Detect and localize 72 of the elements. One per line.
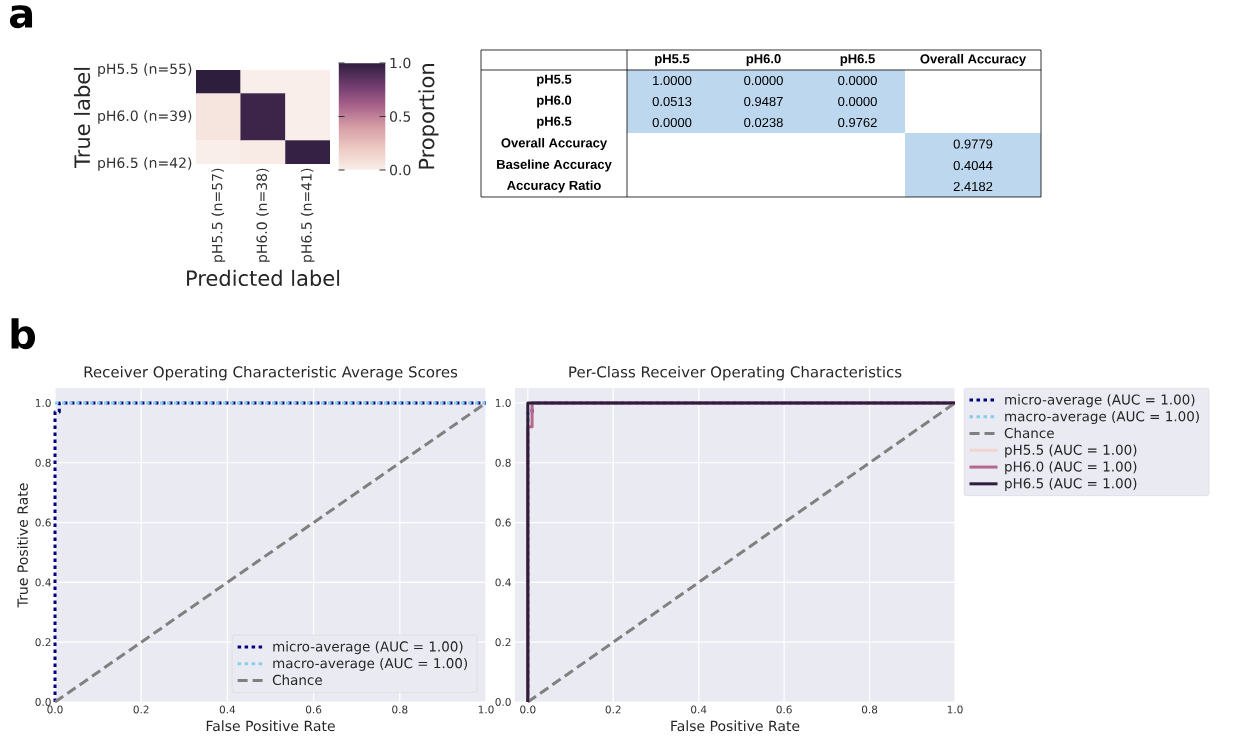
category-label: pH6.5 <box>537 116 572 129</box>
y-tick-label: pH6.0 (n=39) <box>98 110 192 124</box>
x-tick-label: pH6.5 (n=41) <box>300 168 315 262</box>
text: 0.9779 <box>953 139 993 149</box>
x-tick-label: 0.8 <box>861 705 878 714</box>
category-label: pH5.5 <box>537 74 572 87</box>
text: a <box>9 5 33 29</box>
legend-label: Chance <box>1004 427 1054 439</box>
y-tick-label: 0.8 <box>495 458 511 467</box>
text: 0.0513 <box>652 96 692 107</box>
y-axis-title: True label <box>73 67 91 169</box>
y-tick-label: 0.6 <box>495 518 511 527</box>
x-tick-label: pH5.5 (n=57) <box>211 168 226 262</box>
x-tick-label: 0.8 <box>392 705 408 714</box>
y-tick-label: pH6.5 (n=42) <box>98 157 192 171</box>
y-tick-label: 0.2 <box>35 638 51 647</box>
legend-label: Chance <box>272 674 322 686</box>
y-tick-label: 0.6 <box>35 518 51 527</box>
x-tick-label: 1.0 <box>478 705 494 714</box>
color-bar-label: 0.5 <box>390 111 411 122</box>
y-tick-label: 1.0 <box>495 398 511 407</box>
legend-label: macro-average (AUC = 1.00) <box>1005 410 1199 425</box>
legend-label: pH6.5 (AUC = 1.00) <box>1005 477 1137 491</box>
x-tick-label: 0.0 <box>520 705 536 714</box>
category-label: pH6.0 <box>746 54 781 66</box>
y-tick-label: pH5.5 (n=55) <box>98 63 192 77</box>
text: 0.0000 <box>838 75 877 86</box>
x-axis-title: Predicted label <box>187 269 340 287</box>
y-tick-label: 0.8 <box>35 458 51 467</box>
category-label: Baseline Accuracy <box>497 159 612 172</box>
category-label: pH6.0 <box>537 95 572 108</box>
x-tick-label: 0.6 <box>305 705 322 714</box>
y-tick-label: 0.4 <box>495 578 511 587</box>
legend-label: macro-average (AUC = 1.00) <box>273 657 468 671</box>
category-label: pH5.5 <box>655 54 690 66</box>
y-tick-label: 1.0 <box>35 398 51 407</box>
color-bar-label: 1.0 <box>390 57 411 69</box>
y-tick-label: 0.0 <box>495 698 511 706</box>
text: 0.9487 <box>744 96 783 107</box>
y-tick-label: 0.0 <box>35 698 51 706</box>
x-tick-label: 1.0 <box>947 705 963 714</box>
x-tick-label: 0.4 <box>691 705 707 714</box>
legend-label: micro-average (AUC = 1.00) <box>1005 394 1195 408</box>
legend-label: pH5.5 (AUC = 1.00) <box>1005 444 1137 458</box>
text: 0.9762 <box>838 117 877 128</box>
color-bar-title: Proportion <box>418 64 439 169</box>
legend-label: micro-average (AUC = 1.00) <box>273 641 463 655</box>
x-tick-label: pH6.0 (n=38) <box>256 168 270 262</box>
y-tick-label: 0.2 <box>495 638 511 647</box>
x-tick-label: 0.0 <box>47 705 63 714</box>
x-axis-title: False Positive Rate <box>206 720 335 732</box>
y-tick-label: 0.4 <box>35 578 51 587</box>
chart-title: Per-Class Receiver Operating Characteristics <box>569 365 902 381</box>
text: 0.0238 <box>744 117 783 128</box>
x-tick-label: 0.2 <box>605 705 621 714</box>
y-axis-title: True Positive Rate <box>17 483 28 608</box>
category-label: pH6.5 <box>840 54 875 66</box>
text: 0.0000 <box>744 75 783 86</box>
text: 2.4182 <box>953 181 993 192</box>
text: 0.0000 <box>838 96 877 107</box>
category-label: Overall Accuracy <box>920 53 1027 67</box>
legend-label: pH6.0 (AUC = 1.00) <box>1005 461 1137 475</box>
text: 0.0000 <box>652 117 692 128</box>
category-label: Overall Accuracy <box>501 137 608 151</box>
text: 0.4044 <box>953 160 993 171</box>
chart-title: Receiver Operating Characteristic Average Scores <box>84 365 458 381</box>
category-label: Accuracy Ratio <box>507 180 601 193</box>
x-tick-label: 0.6 <box>776 705 792 714</box>
x-axis-title: False Positive Rate <box>671 720 800 732</box>
text: b <box>11 318 36 350</box>
x-tick-label: 0.4 <box>219 705 236 714</box>
text: 1.0000 <box>653 75 692 86</box>
